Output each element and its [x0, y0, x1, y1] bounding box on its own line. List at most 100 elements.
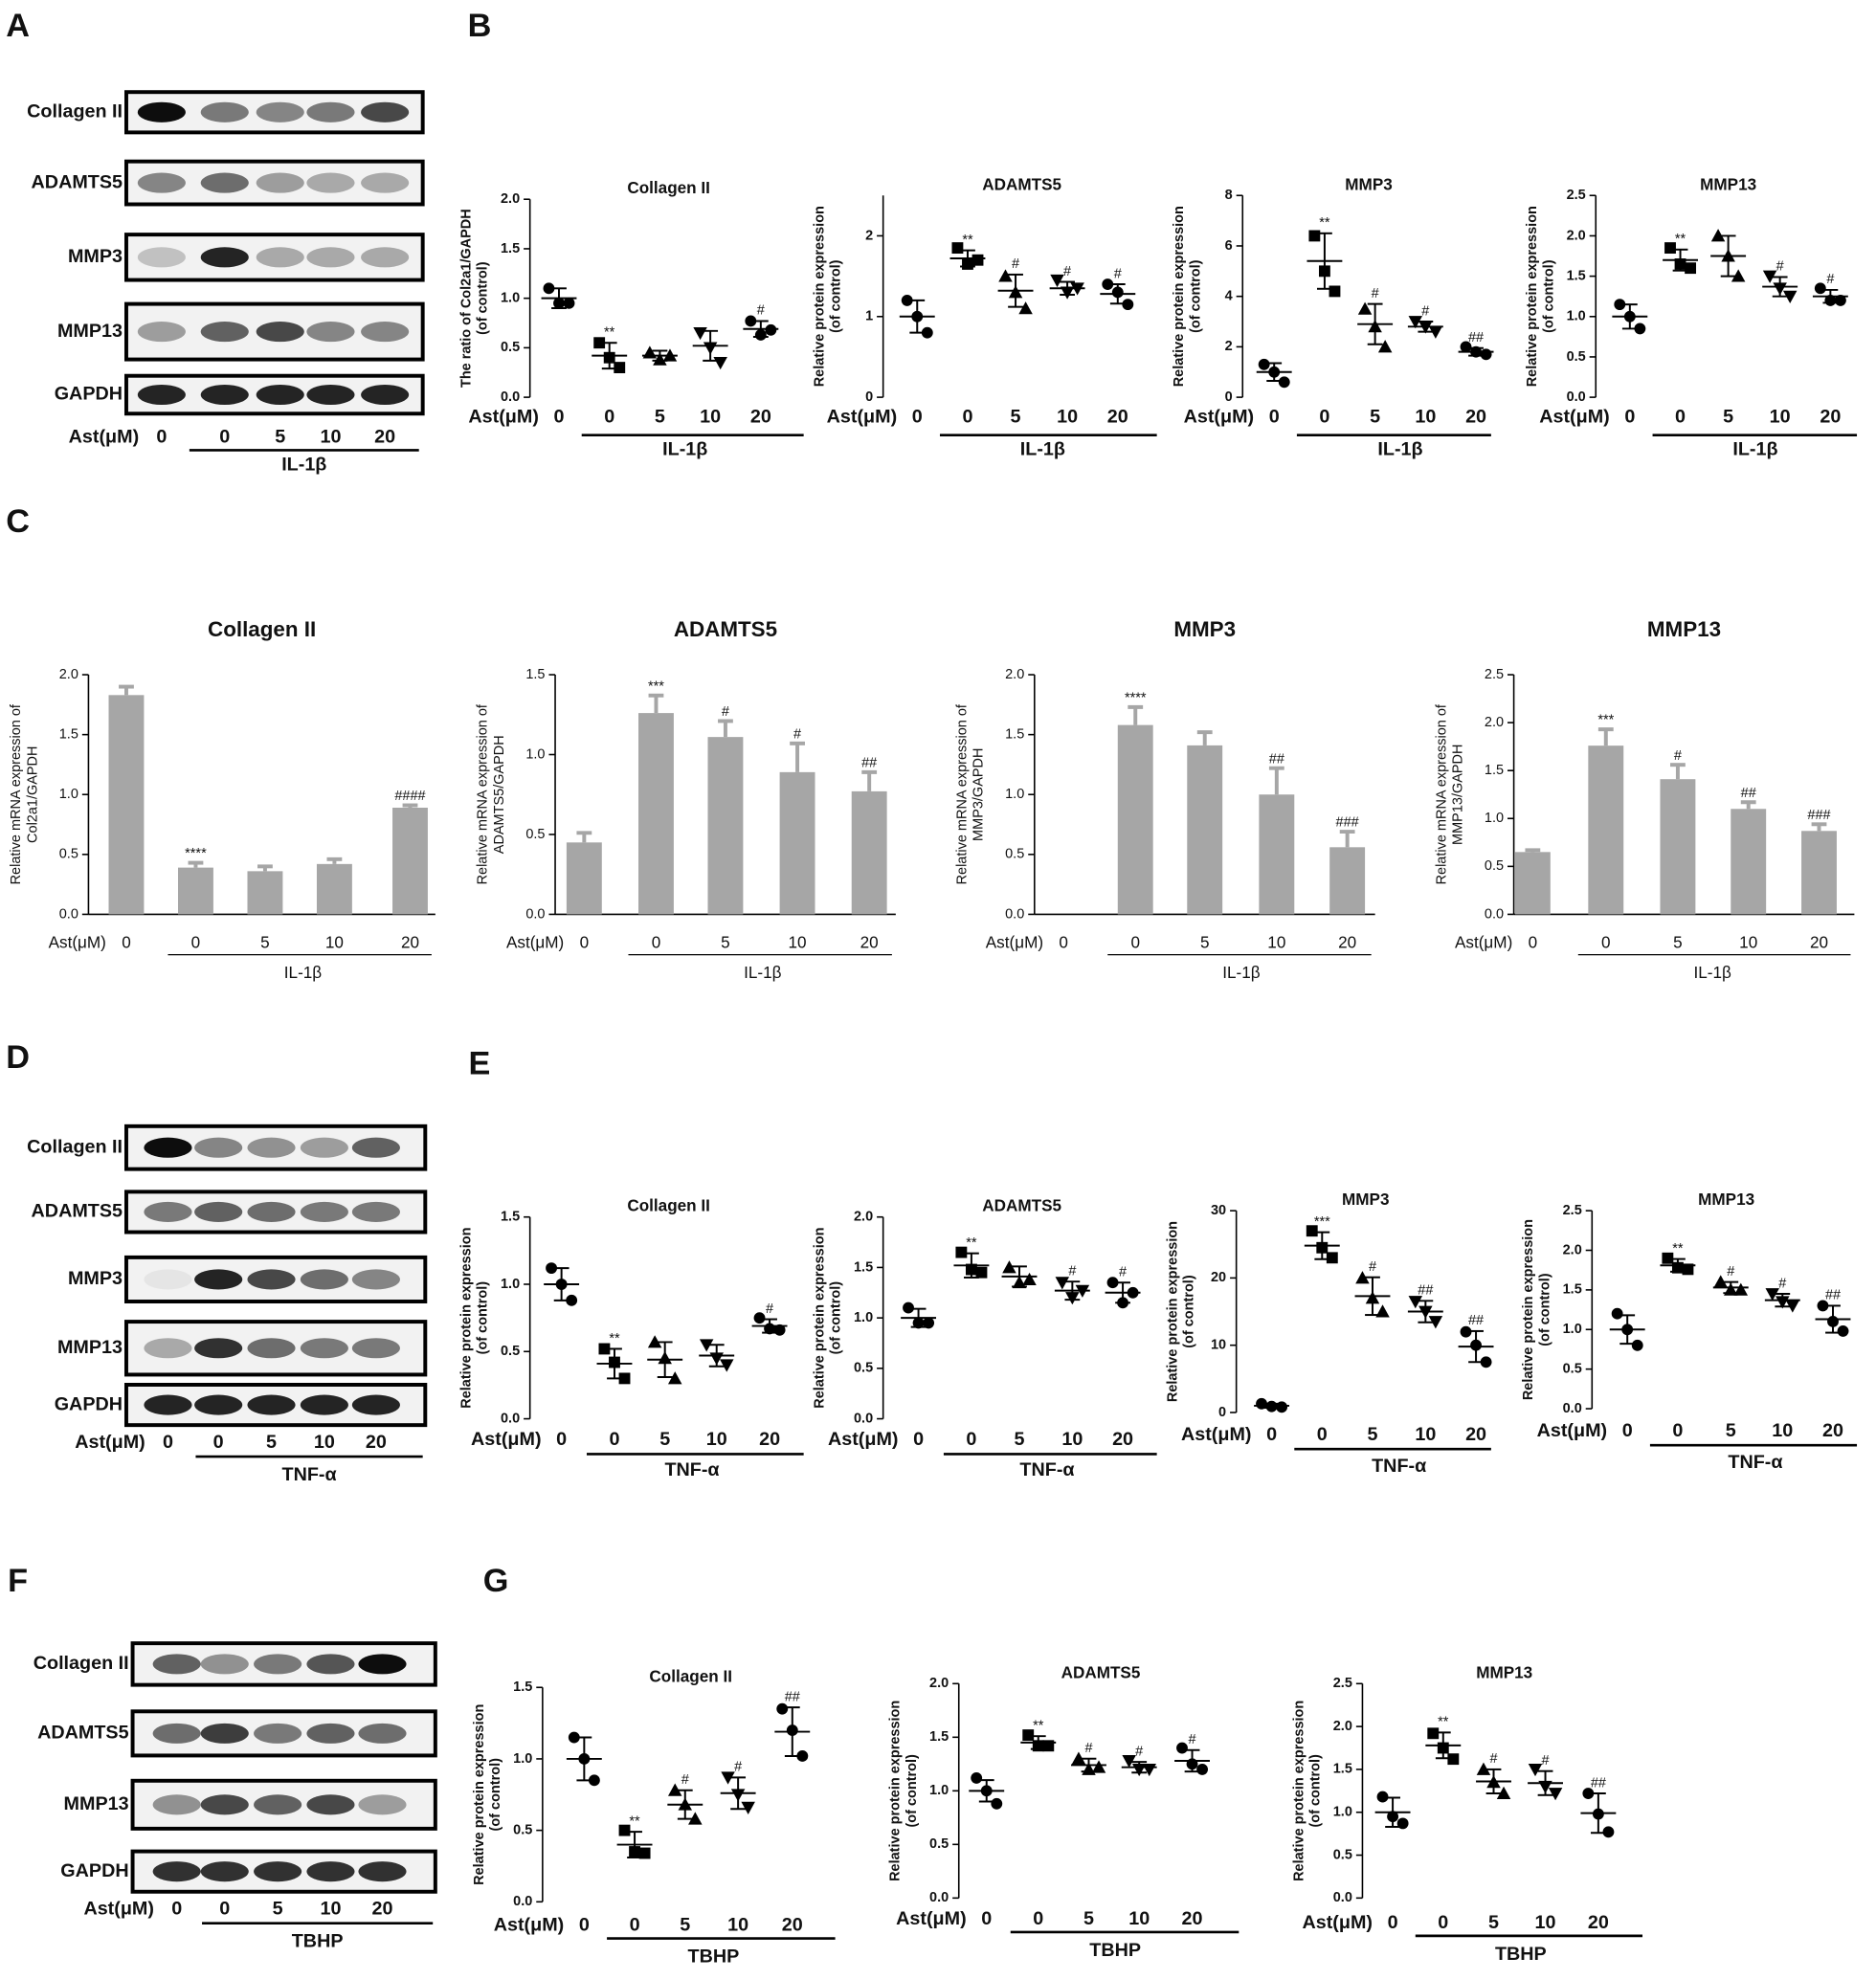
data-point	[720, 1359, 734, 1372]
y-axis-label: (of control)	[904, 1754, 920, 1828]
data-point	[1408, 1296, 1423, 1309]
data-point	[1782, 290, 1798, 303]
x-prefix: Ast(μM)	[1184, 406, 1255, 427]
significance: ##	[1269, 751, 1284, 767]
significance: #	[766, 1301, 773, 1317]
data-point	[1470, 345, 1482, 358]
significance: #	[793, 726, 801, 742]
data-point	[741, 1801, 755, 1814]
data-point	[1538, 1780, 1552, 1794]
data-point	[1496, 1786, 1511, 1799]
data-point	[911, 310, 924, 323]
significance: #	[681, 1772, 689, 1788]
x-tick-label: 0	[1059, 932, 1068, 951]
data-point	[1258, 358, 1270, 370]
y-axis-label: (of control)	[1541, 259, 1556, 333]
y-tick-label: 1.5	[1485, 763, 1504, 778]
group-label: TBHP	[1089, 1940, 1141, 1961]
data-point	[1827, 1316, 1839, 1327]
x-tick-label: 0	[913, 1429, 924, 1450]
data-point	[1834, 294, 1846, 306]
y-tick-label: 0	[1225, 389, 1233, 405]
blot-band	[254, 1654, 302, 1675]
data-point	[1776, 1296, 1790, 1309]
x-tick-label: 0	[962, 406, 972, 427]
blot-band	[200, 172, 249, 193]
blot-band	[247, 1201, 296, 1222]
blot-band	[152, 1861, 201, 1882]
data-point	[1480, 348, 1492, 361]
x-tick-label: 20	[1107, 406, 1128, 427]
data-point	[1329, 285, 1341, 298]
y-tick-label: 0	[865, 389, 873, 405]
y-tick-label: 1.5	[513, 1680, 532, 1695]
significance: #	[757, 303, 765, 319]
data-point	[745, 315, 757, 327]
bar	[1588, 745, 1624, 915]
data-point	[998, 269, 1013, 282]
x-tick-label: 20	[1820, 406, 1841, 427]
bar	[851, 790, 887, 915]
chart-title: Collagen II	[208, 617, 316, 641]
data-point	[642, 345, 658, 359]
x-tick-label: 0	[556, 1429, 567, 1450]
x-tick-label: 5	[1083, 1908, 1094, 1929]
blot-band	[300, 1269, 348, 1290]
data-point	[1817, 1300, 1829, 1312]
data-point	[955, 1246, 968, 1258]
data-point	[1276, 1401, 1288, 1413]
data-point	[773, 1324, 786, 1336]
data-point	[972, 254, 984, 266]
blot-row-label: MMP13	[57, 321, 123, 342]
data-point	[588, 1774, 600, 1787]
x-prefix: Ast(μM)	[1181, 1424, 1252, 1445]
data-point	[1814, 282, 1826, 295]
y-tick-label: 0.0	[854, 1411, 873, 1426]
significance: ***	[1597, 713, 1614, 728]
data-point	[563, 297, 575, 309]
x-tick-label: 20	[401, 932, 419, 951]
y-tick-label: 0.5	[501, 1344, 520, 1359]
data-point	[1376, 1791, 1389, 1803]
data-point	[598, 1343, 611, 1355]
blot-band	[194, 1201, 243, 1222]
blot-band	[256, 101, 304, 122]
x-tick-label: 20	[1588, 1912, 1609, 1933]
data-point	[1002, 1260, 1016, 1274]
y-tick-label: 0.0	[513, 1894, 532, 1909]
x-tick-label: 10	[1415, 406, 1436, 427]
significance: **	[1438, 1715, 1449, 1730]
chart-title: MMP13	[1698, 1190, 1754, 1209]
data-point	[1664, 242, 1676, 255]
data-point	[1460, 341, 1472, 353]
blot-band	[200, 1654, 249, 1675]
data-point	[1428, 325, 1443, 339]
x-tick-label: 0	[1317, 1424, 1328, 1445]
y-tick-label: 2	[1225, 339, 1233, 354]
y-axis-label: Relative mRNA expression of	[955, 703, 971, 884]
group-label: IL-1β	[284, 963, 323, 982]
data-point	[1022, 1729, 1035, 1742]
significance: #	[1372, 286, 1379, 301]
y-axis-label: (of control)	[1182, 1275, 1197, 1348]
significance: #	[1119, 1265, 1127, 1280]
chart-title: ADAMTS5	[982, 174, 1061, 193]
blot-band	[247, 1338, 296, 1359]
x-tick-label: 20	[1465, 406, 1486, 427]
y-tick-label: 0.0	[1567, 389, 1586, 405]
x-tick-label: 0	[652, 932, 661, 951]
y-tick-label: 0.5	[1485, 858, 1504, 874]
blot-band	[358, 1723, 407, 1744]
data-point	[1075, 1284, 1090, 1298]
data-point	[1131, 1763, 1147, 1777]
y-tick-label: 20	[1211, 1270, 1226, 1285]
data-point	[721, 1771, 735, 1785]
x-prefix: Ast(μM)	[75, 1432, 145, 1453]
data-point	[1122, 1755, 1136, 1769]
data-point	[971, 1771, 983, 1784]
significance: #	[1542, 1753, 1550, 1769]
blot-band	[152, 1723, 201, 1744]
y-tick-label: 2.5	[1485, 667, 1504, 682]
